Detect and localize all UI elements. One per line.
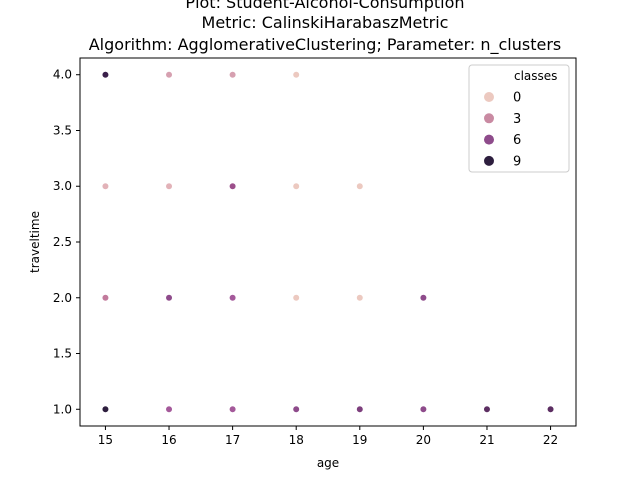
data-point xyxy=(229,71,237,79)
data-point xyxy=(165,182,173,190)
y-tick-label: 1.5 xyxy=(53,347,72,361)
x-tick-label: 15 xyxy=(98,433,113,447)
data-point xyxy=(165,294,173,302)
data-point xyxy=(229,294,237,302)
data-point xyxy=(165,405,173,413)
y-axis-ticks: 1.0 1.5 2.0 2.5 3.0 3.5 4.0 xyxy=(53,68,80,416)
y-tick-label: 2.5 xyxy=(53,235,72,249)
data-point xyxy=(101,294,110,302)
data-point xyxy=(356,182,364,190)
y-tick-label: 1.0 xyxy=(53,402,72,416)
x-tick-label: 16 xyxy=(161,433,176,447)
y-tick-label: 2.0 xyxy=(53,291,72,305)
x-tick-label: 18 xyxy=(289,433,304,447)
x-tick-label: 20 xyxy=(416,433,431,447)
chart-title-line-1: Plot: Student-Alcohol-Consumption xyxy=(185,0,464,12)
data-point xyxy=(356,405,364,413)
legend-box xyxy=(468,64,570,173)
data-point xyxy=(419,294,427,302)
data-point xyxy=(292,182,300,190)
legend-marker xyxy=(484,134,494,145)
x-tick-label: 22 xyxy=(543,433,558,447)
y-tick-label: 3.0 xyxy=(53,179,72,193)
legend: classes 0 3 6 9 xyxy=(468,64,570,173)
legend-label: 0 xyxy=(513,91,521,106)
legend-label: 3 xyxy=(513,112,521,127)
data-point xyxy=(101,405,110,413)
x-tick-label: 17 xyxy=(225,433,240,447)
data-point xyxy=(356,294,364,302)
data-point xyxy=(292,405,300,413)
data-points xyxy=(101,71,555,413)
chart-title: Plot: Student-Alcohol-Consumption Metric… xyxy=(89,0,562,55)
data-point xyxy=(229,405,237,413)
legend-marker xyxy=(484,113,494,124)
chart-title-line-3: Algorithm: AgglomerativeClustering; Para… xyxy=(89,35,562,55)
legend-label: 9 xyxy=(513,154,521,169)
data-point xyxy=(292,294,300,302)
legend-label: 6 xyxy=(513,133,521,148)
data-point xyxy=(101,182,110,190)
data-point xyxy=(483,405,491,413)
legend-title: classes xyxy=(514,69,557,83)
y-axis-label: traveltime xyxy=(28,211,42,273)
data-point xyxy=(419,405,427,413)
legend-marker xyxy=(484,92,494,102)
x-axis-ticks: 15 16 17 18 19 20 21 22 xyxy=(98,426,558,447)
x-axis-label: age xyxy=(317,456,339,470)
data-point xyxy=(546,405,555,413)
y-tick-label: 3.5 xyxy=(53,123,72,137)
chart-title-line-2: Metric: CalinskiHarabaszMetric xyxy=(202,13,449,32)
x-tick-label: 19 xyxy=(352,433,367,447)
data-point xyxy=(292,71,300,79)
data-point xyxy=(229,182,237,190)
legend-marker xyxy=(484,155,494,166)
x-tick-label: 21 xyxy=(479,433,494,447)
y-tick-label: 4.0 xyxy=(53,68,72,82)
data-point xyxy=(165,71,173,79)
data-point xyxy=(101,71,110,79)
